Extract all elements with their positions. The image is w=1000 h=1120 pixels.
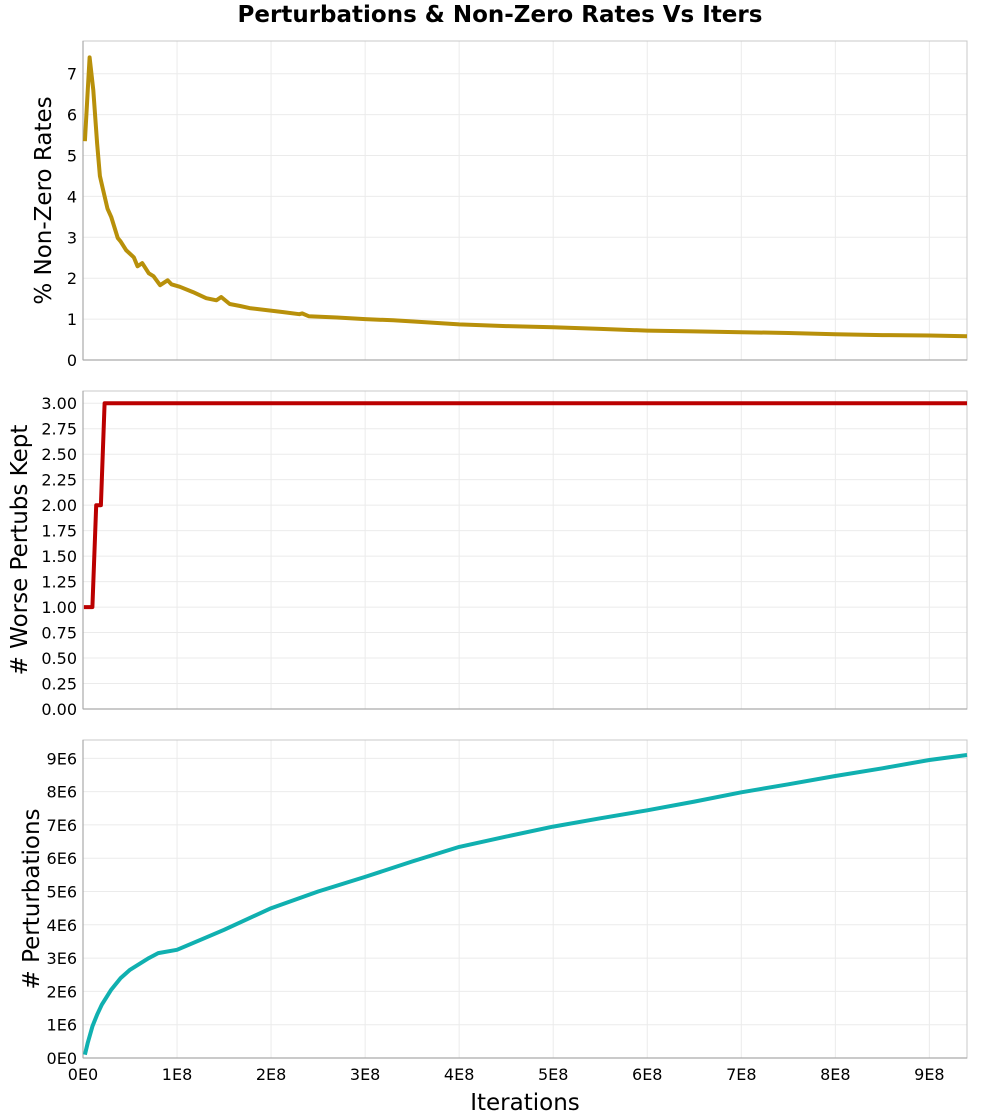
y-tick-label: 2.25: [41, 471, 77, 490]
axes-frame: [82, 390, 968, 710]
series-line-nonzero-rates: [82, 55, 968, 339]
y-tick-label: 0: [67, 351, 77, 370]
y-tick-label: 1.50: [41, 547, 77, 566]
y-tick-label: 0.50: [41, 649, 77, 668]
y-tick-label: 5: [67, 147, 77, 166]
series-line-perturbations: [82, 753, 968, 1056]
y-tick-label: 1E6: [47, 1016, 77, 1035]
axes-frame: [82, 40, 968, 361]
y-tick-label: 9E6: [47, 749, 77, 768]
y-tick-label: 0.75: [41, 624, 77, 643]
y-tick-label: 3.00: [41, 394, 77, 413]
y-tick-label: 2.00: [41, 496, 77, 515]
x-tick-label: 3E8: [350, 1065, 380, 1084]
y-tick-label: 0.00: [41, 700, 77, 719]
y-tick-label: 3: [67, 228, 77, 247]
x-tick-label: 6E8: [632, 1065, 662, 1084]
axes-frame: [82, 739, 968, 1059]
y-tick-label: 2.75: [41, 420, 77, 439]
x-tick-label: 4E8: [444, 1065, 474, 1084]
x-axis-label: Iterations: [470, 1090, 580, 1116]
y-tick-label: 7: [67, 65, 77, 84]
x-tick-label: 2E8: [256, 1065, 286, 1084]
series-line-worse-perturbs-kept: [83, 401, 967, 610]
y-tick-label: 0E0: [47, 1049, 77, 1068]
y-tick-label: 1: [67, 310, 77, 329]
y-tick-label: 1.75: [41, 522, 77, 541]
y-tick-label: 8E6: [47, 783, 77, 802]
y-axis-label: # Worse Pertubs Kept: [7, 425, 33, 676]
y-tick-label: 6E6: [47, 849, 77, 868]
y-axis-label: % Non-Zero Rates: [31, 96, 57, 304]
y-tick-label: 2.50: [41, 445, 77, 464]
x-tick-label: 9E8: [914, 1065, 944, 1084]
subplot-nonzero-rates: 0 1 2 3 4 5 6 7 % Non-Zero Rates: [31, 40, 968, 370]
y-tick-label: 2E6: [47, 982, 77, 1001]
x-tick-label: 7E8: [726, 1065, 756, 1084]
y-tick-label: 1.25: [41, 573, 77, 592]
y-tick-label: 5E6: [47, 883, 77, 902]
y-tick-label: 3E6: [47, 949, 77, 968]
subplot-worse-perturbs-kept: 0.00 0.25 0.50 0.75 1.00 1.25 1.50 1.75 2.00 2.25…: [7, 390, 968, 719]
x-tick-label: 8E8: [820, 1065, 850, 1084]
y-tick-label: 0.25: [41, 675, 77, 694]
x-tick-label: 1E8: [162, 1065, 192, 1084]
y-tick-label: 6: [67, 106, 77, 125]
subplot-perturbations: 0E0 1E6 2E6 3E6 4E6 5E6 6E6 7E6 8E6 9E6 # Perturba…: [19, 739, 968, 1068]
x-tick-label: 5E8: [538, 1065, 568, 1084]
y-tick-label: 7E6: [47, 816, 77, 835]
y-tick-label: 2: [67, 269, 77, 288]
y-tick-label: 4: [67, 187, 77, 206]
y-tick-label: 1.00: [41, 598, 77, 617]
y-axis-label: # Perturbations: [19, 808, 45, 989]
y-tick-label: 4E6: [47, 916, 77, 935]
x-tick-label: 0E0: [68, 1065, 98, 1084]
chart-title: Perturbations & Non-Zero Rates Vs Iters: [237, 2, 763, 28]
